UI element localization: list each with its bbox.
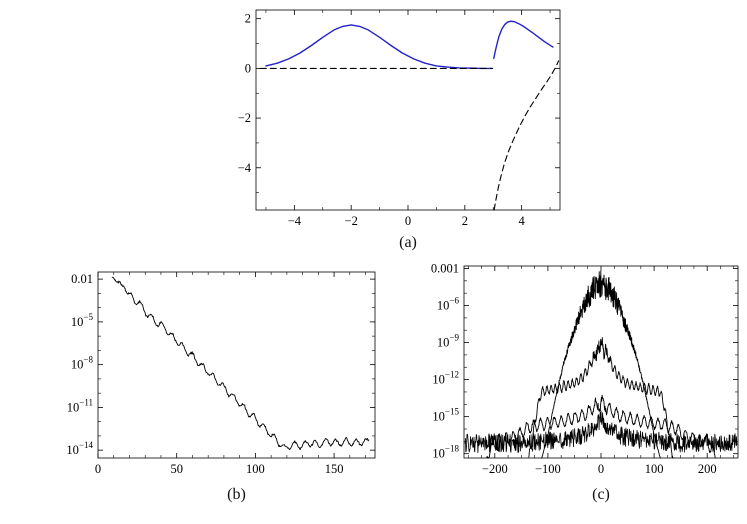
tick-label: 0.01 (71, 272, 93, 286)
tick-label: 0.001 (431, 261, 459, 275)
tick-label: 200 (698, 462, 717, 476)
series-wavepacket (265, 20, 554, 70)
series-potential (259, 60, 560, 211)
plot-a-canvas: −4 −2 0 2 4 2 0 −2 −4 (238, 9, 561, 228)
tick-label: −4 (238, 161, 252, 175)
tick-label: 10−15 (432, 407, 459, 424)
tick-label: 10−9 (437, 333, 460, 350)
series-spectrum-2 (528, 337, 674, 459)
tick-label: −4 (288, 214, 302, 228)
tick-label: 100 (645, 462, 664, 476)
series-noise-floor (464, 410, 738, 454)
tick-label: 0 (598, 462, 604, 476)
tick-label: 50 (170, 462, 183, 476)
tick-label: 10−18 (432, 444, 459, 461)
tick-label: 10−6 (437, 296, 460, 313)
tick-label: 10−8 (71, 355, 94, 372)
tick-label: 10−5 (71, 312, 94, 329)
plot-frame (255, 9, 561, 211)
tick-label: −2 (345, 214, 358, 228)
tick-label: 0 (95, 462, 101, 476)
plot-frame (97, 271, 376, 459)
tick-label: −2 (238, 111, 251, 125)
tick-label: 150 (325, 462, 344, 476)
series-spectrum-3 (486, 394, 716, 459)
caption-b: (b) (227, 486, 246, 503)
tick-label: 10−11 (67, 397, 93, 414)
tick-label: 10−14 (66, 440, 93, 457)
tick-label: 0 (405, 214, 411, 228)
series-spectrum-1 (541, 270, 661, 459)
tick-label: 100 (246, 462, 265, 476)
tick-label: 10−12 (432, 370, 459, 387)
series-error-decay (111, 276, 370, 451)
tick-label: 4 (519, 214, 526, 228)
plot-b-canvas: 0 50 100 150 0.01 10−5 10−8 10−11 10−14 (66, 271, 376, 476)
caption-c: (c) (592, 486, 610, 503)
caption-a: (a) (399, 234, 417, 251)
tick-label: −100 (535, 462, 561, 476)
plot-frame (463, 265, 739, 459)
tick-label: −200 (482, 462, 508, 476)
tick-label: 0 (245, 61, 251, 75)
tick-label: 2 (245, 12, 251, 26)
tick-label: 2 (462, 214, 468, 228)
plot-c-canvas: −200 −100 0 100 200 0.001 10−6 10−9 10−12 10−15 10… (431, 261, 739, 476)
plot-c: −200 −100 0 100 200 0.001 10−6 10−9 10−12 10−15 10… (418, 258, 743, 482)
plot-a: −4 −2 0 2 4 2 0 −2 −4 (222, 2, 570, 234)
plot-b: 0 50 100 150 0.01 10−5 10−8 10−11 10−14 (38, 262, 383, 482)
